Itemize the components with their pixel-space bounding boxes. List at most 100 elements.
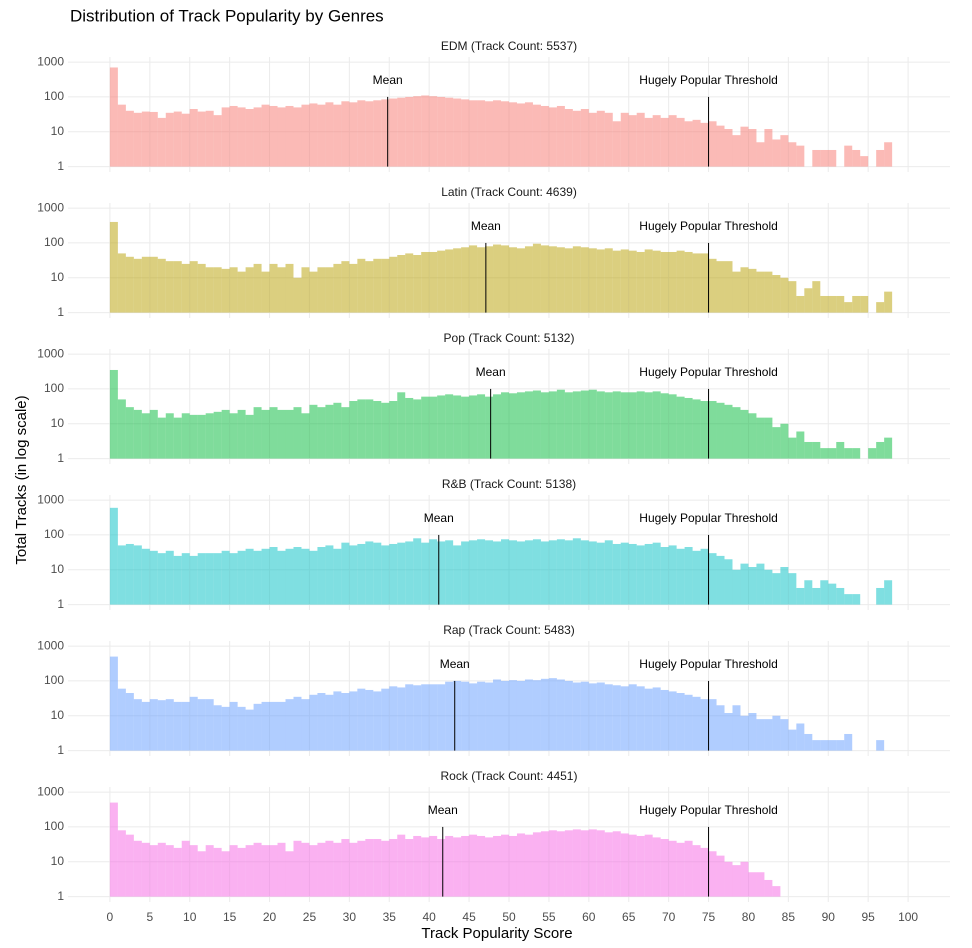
bar (133, 840, 142, 897)
bar (604, 832, 613, 897)
bar (716, 855, 725, 897)
bar (588, 112, 597, 167)
bar (269, 407, 278, 459)
bar (668, 251, 677, 313)
y-tick-label: 1000 (37, 54, 64, 68)
bar (812, 281, 821, 313)
bar (405, 541, 414, 605)
bar (221, 268, 230, 313)
bar (229, 267, 238, 313)
bar (580, 247, 589, 313)
bar (716, 402, 725, 459)
bar (397, 255, 406, 313)
bar (205, 845, 214, 897)
bar (564, 248, 573, 313)
bar (317, 693, 326, 751)
bar (301, 413, 310, 459)
bar (676, 250, 685, 313)
annotation: Hugely Popular Threshold (639, 219, 778, 233)
bar (245, 845, 254, 897)
bar (748, 567, 757, 605)
bar (493, 835, 502, 897)
bar (341, 839, 350, 897)
bar (588, 683, 597, 751)
bar (604, 112, 613, 167)
bar (421, 251, 430, 313)
bar (620, 249, 629, 313)
annotation: Hugely Popular Threshold (639, 73, 778, 87)
bar (780, 567, 789, 605)
bar (317, 547, 326, 605)
bar (157, 258, 166, 313)
bar (732, 271, 741, 313)
bar (564, 392, 573, 459)
bar (389, 256, 398, 313)
bar (309, 404, 318, 459)
bar (229, 701, 238, 751)
bar (540, 392, 549, 459)
bar (596, 682, 605, 751)
bar (269, 105, 278, 167)
bar (109, 656, 118, 751)
bar (724, 129, 733, 167)
bar (357, 258, 366, 313)
bar (325, 404, 334, 459)
bar (692, 399, 701, 459)
bar (125, 693, 134, 751)
bar (756, 872, 765, 897)
bar (684, 840, 693, 897)
annotation: Mean (440, 657, 470, 671)
bar (644, 249, 653, 313)
bar (524, 102, 533, 167)
bar (165, 112, 174, 167)
bar (612, 831, 621, 897)
bar (205, 267, 214, 313)
bar (772, 886, 781, 897)
bar (141, 111, 150, 167)
bar (580, 109, 589, 167)
bar (117, 545, 126, 605)
bar (676, 117, 685, 167)
bar (357, 688, 366, 751)
bar (197, 553, 206, 605)
bar (125, 256, 134, 313)
bar (676, 842, 685, 897)
bar (644, 117, 653, 167)
bar (596, 110, 605, 167)
bar (397, 542, 406, 605)
bar (141, 842, 150, 897)
bar (732, 135, 741, 167)
bar (317, 842, 326, 897)
bar (213, 705, 222, 751)
x-tick-label: 20 (263, 910, 277, 924)
bar (548, 540, 557, 605)
bar (828, 295, 837, 313)
bar (620, 686, 629, 751)
x-tick-label: 65 (622, 910, 636, 924)
bar (556, 539, 565, 605)
bar (285, 699, 294, 751)
bar (876, 441, 885, 459)
bar (668, 394, 677, 459)
bar (189, 696, 198, 751)
annotation: Mean (424, 511, 454, 525)
bar (812, 587, 821, 605)
bar (580, 540, 589, 605)
bar (652, 542, 661, 605)
bar (261, 701, 270, 751)
annotation: Mean (373, 73, 403, 87)
bar (365, 101, 374, 167)
bar (564, 109, 573, 167)
bar (556, 679, 565, 751)
bar (644, 688, 653, 751)
bar (325, 102, 334, 167)
bar (141, 548, 150, 605)
bar (253, 842, 262, 897)
bar (333, 842, 342, 897)
bar (453, 248, 462, 313)
bar (748, 413, 757, 459)
bar (365, 261, 374, 313)
y-tick-label: 1 (57, 889, 64, 903)
bar (516, 392, 525, 459)
bar (357, 100, 366, 167)
